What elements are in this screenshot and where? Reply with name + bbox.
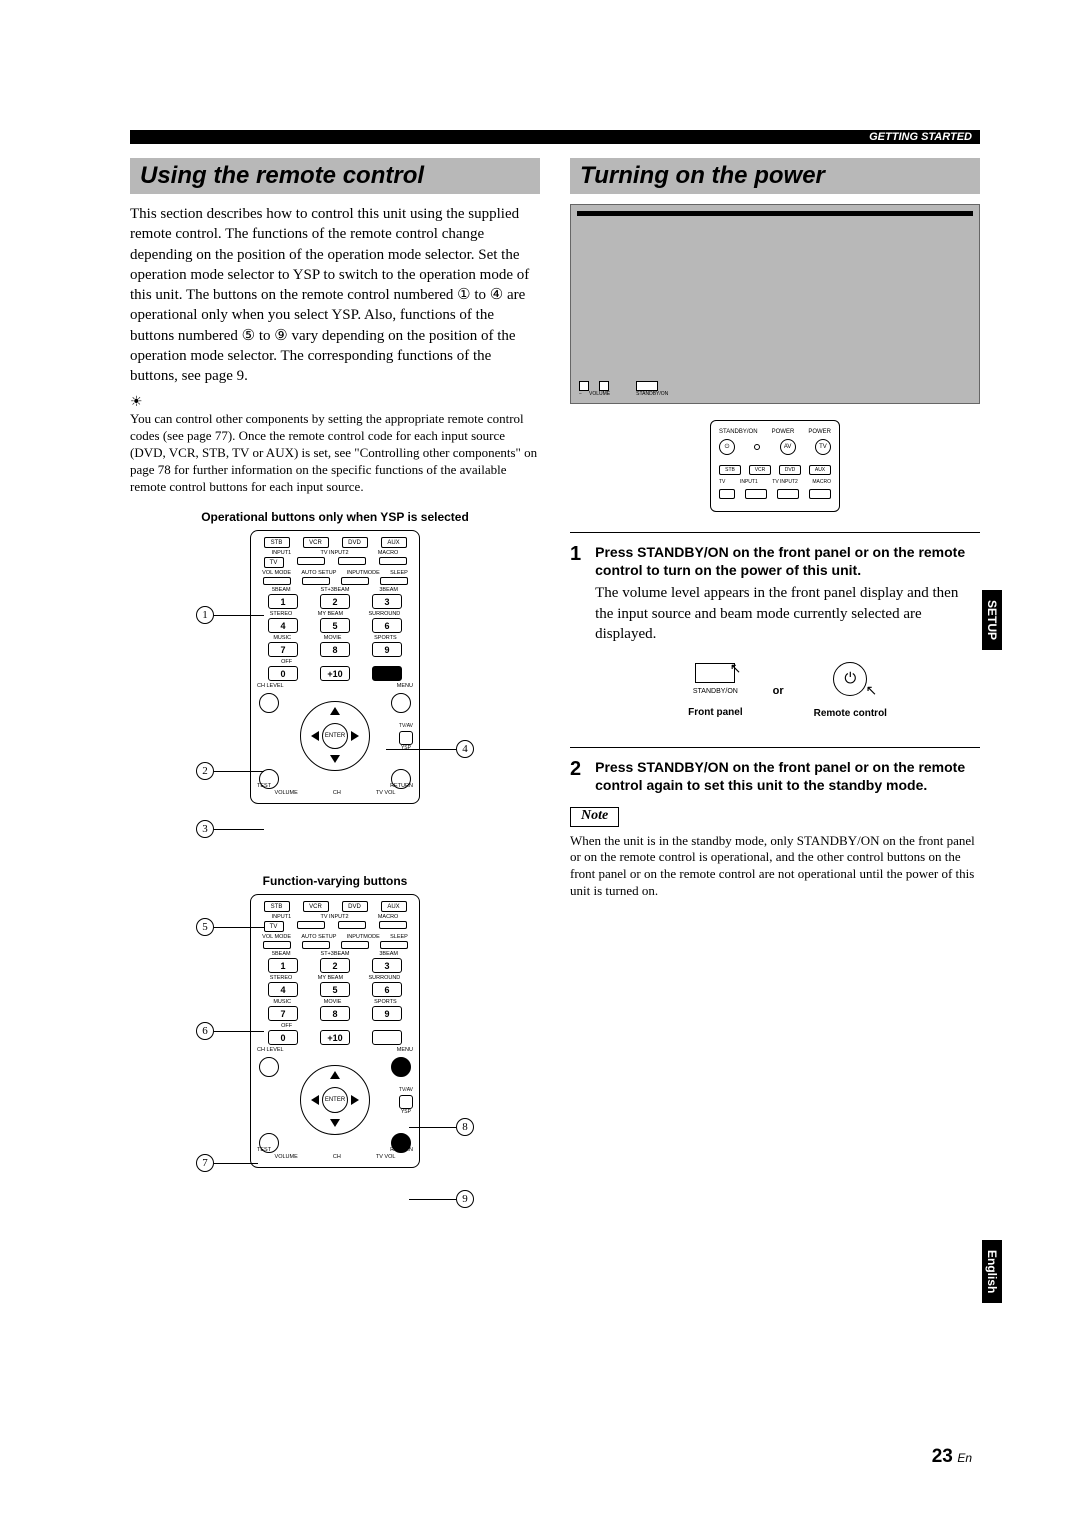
section-title-remote: Using the remote control (130, 158, 540, 194)
step-2: 2 Press STANDBY/ON on the front panel or… (570, 747, 980, 794)
btn-stb: STB (264, 537, 290, 548)
remote-caption-1: Operational buttons only when YSP is sel… (130, 510, 540, 524)
enter-btn: ENTER (322, 723, 348, 749)
step-1: 1 Press STANDBY/ON on the front panel or… (570, 532, 980, 737)
btn-dvd: DVD (342, 537, 368, 548)
callout-2: 2 (196, 762, 214, 780)
remote-diagram-1: 1 2 3 4 STB VCR DVD AUX INPUT1 TV INPUT2… (250, 530, 420, 860)
callout-8: 8 (456, 1118, 474, 1136)
remote-description: This section describes how to control th… (130, 204, 540, 386)
page-number: 23 En (932, 1446, 972, 1468)
remote-diagram-2: 5 6 7 8 9 STB VCR DVD AUX INPUT1 TV INPU… (250, 894, 420, 1234)
callout-6: 6 (196, 1022, 214, 1040)
note-text: When the unit is in the standby mode, on… (570, 833, 980, 901)
tip-icon: ☀ (130, 394, 540, 411)
btn-aux: AUX (381, 537, 407, 548)
standby-icon: ⏻ (719, 439, 735, 455)
callout-3: 3 (196, 820, 214, 838)
cursor-icon: ↖ (866, 683, 878, 700)
press-diagram: ↖ STANDBY/ON Front panel or ⏻ ↖ Remote c… (595, 662, 980, 719)
section-title-power: Turning on the power (570, 158, 980, 194)
device-front-panel: − VOLUME STANDBY/ON (570, 204, 980, 404)
callout-7: 7 (196, 1154, 214, 1172)
callout-9: 9 (456, 1190, 474, 1208)
callout-4: 4 (456, 740, 474, 758)
return-btn (391, 769, 411, 789)
note-label: Note (570, 807, 619, 827)
power-icon: ⏻ (833, 662, 867, 696)
callout-5: 5 (196, 918, 214, 936)
cursor-icon: ↖ (730, 661, 742, 678)
test-btn (259, 769, 279, 789)
btn-tv: TV (264, 557, 284, 568)
btn-vcr: VCR (303, 537, 329, 548)
mini-remote-diagram: STANDBY/ON POWER POWER ⏻ AV TV STB VCR D… (710, 420, 840, 512)
left-column: Using the remote control This section de… (130, 158, 540, 1234)
right-column: Turning on the power − VOLUME STANDBY/ON… (570, 158, 980, 1234)
side-tab-english: English (982, 1240, 1002, 1303)
callout-1: 1 (196, 606, 214, 624)
menu-btn (391, 693, 411, 713)
ch-level-btn (259, 693, 279, 713)
remote-caption-2: Function-varying buttons (130, 874, 540, 888)
remote-tip: You can control other components by sett… (130, 411, 540, 495)
side-tab-setup: SETUP (982, 590, 1002, 650)
